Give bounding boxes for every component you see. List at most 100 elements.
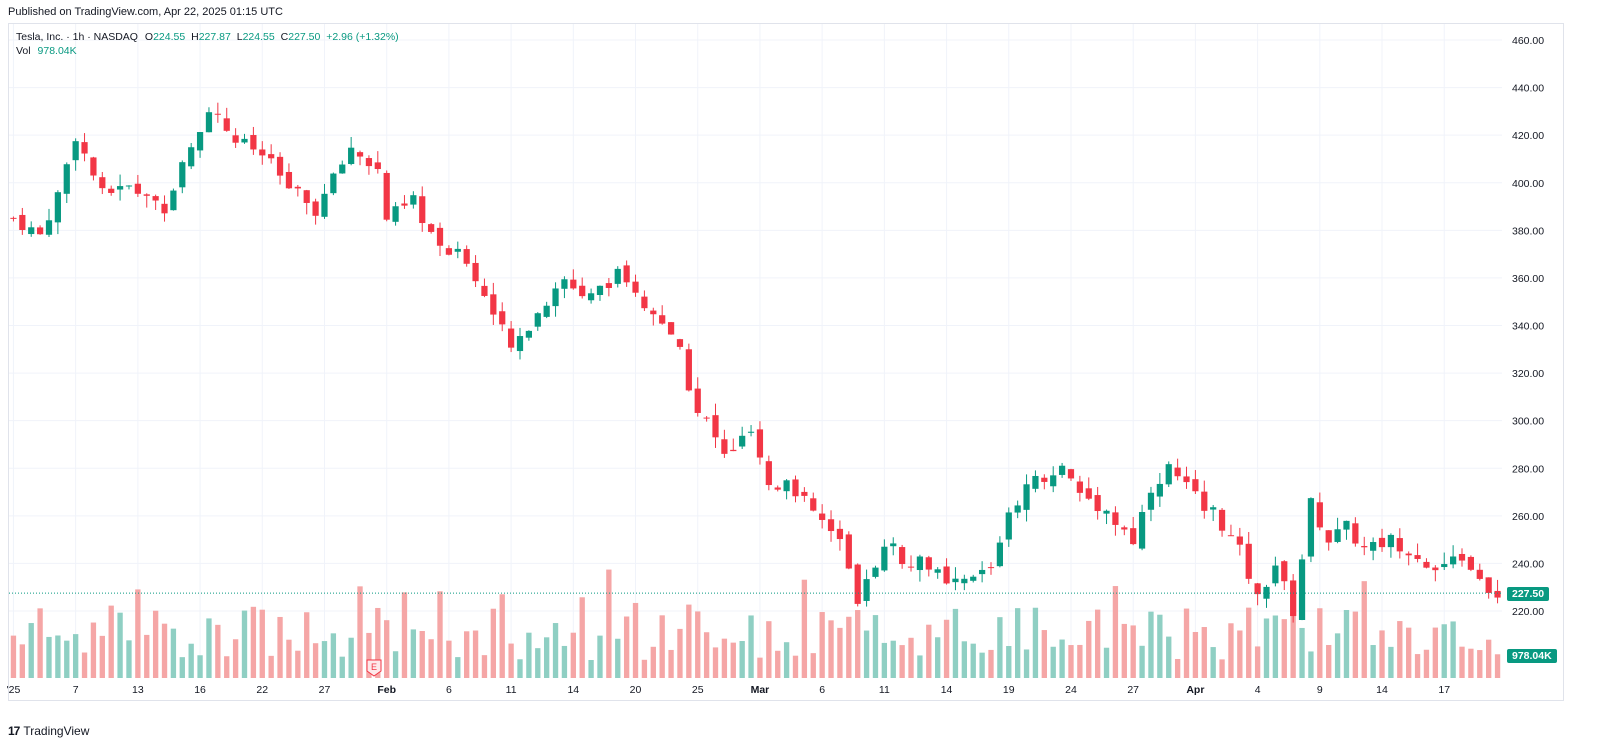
y-tick-label: 360.00 <box>1512 273 1544 285</box>
volume-bar <box>863 630 870 678</box>
legend-vol-value: 978.04K <box>37 45 77 57</box>
candle-body <box>916 556 924 571</box>
volume-bar <box>650 646 656 678</box>
volume-bar <box>1068 645 1074 678</box>
candle-body <box>747 431 755 433</box>
volume-bar <box>392 651 399 678</box>
volume-bar <box>766 621 772 678</box>
x-tick-label: 20 <box>630 684 642 696</box>
volume-bar <box>623 616 630 678</box>
volume-bar <box>997 617 1003 678</box>
candle-body <box>348 147 355 165</box>
volume-bar <box>783 642 790 678</box>
volume-bar <box>1308 651 1314 678</box>
candle-body <box>1130 528 1137 545</box>
candle-body <box>961 578 968 584</box>
candle-body <box>1147 492 1155 510</box>
candle-body <box>1050 475 1057 487</box>
volume-bar <box>686 604 692 678</box>
candle-body <box>739 435 746 447</box>
x-tick-label: 14 <box>567 684 579 696</box>
candle-body <box>987 567 995 569</box>
volume-bar <box>1014 608 1021 678</box>
candle-body <box>1094 495 1101 512</box>
candle-body <box>721 439 728 454</box>
volume-bar <box>1050 646 1056 678</box>
candle-body <box>1058 465 1066 475</box>
candle-body <box>730 449 737 452</box>
candle-body <box>1041 477 1048 482</box>
volume-bar <box>401 592 408 678</box>
volume-bar <box>268 655 274 678</box>
candle-body <box>1201 491 1208 511</box>
volume-bar <box>570 632 576 678</box>
x-tick-label: 6 <box>819 684 825 696</box>
volume-bar <box>597 635 603 678</box>
volume-bar <box>1254 646 1261 678</box>
legend-vol-label: Vol <box>16 45 31 57</box>
candle-body <box>1085 488 1092 499</box>
volume-bar <box>28 623 34 678</box>
candle-body <box>436 227 444 246</box>
candle-body <box>1023 484 1030 510</box>
candle-body <box>632 281 639 293</box>
x-tick-label: 19 <box>1003 684 1015 696</box>
candle-body <box>774 487 781 490</box>
volume-bar <box>846 616 852 678</box>
candle-body <box>1210 507 1217 510</box>
volume-bar <box>259 609 265 678</box>
volume-bar <box>1343 609 1350 678</box>
y-tick-label: 400.00 <box>1512 178 1544 190</box>
volume-bar <box>970 643 976 678</box>
x-tick-label: 27 <box>319 684 331 696</box>
candle-body <box>836 528 844 540</box>
volume-bar <box>108 605 114 678</box>
tradingview-footer[interactable]: 17 TradingView <box>8 724 89 738</box>
candle-body <box>1281 561 1288 582</box>
volume-bar <box>1272 615 1279 678</box>
candle-body <box>872 567 879 577</box>
volume-bar <box>1406 627 1412 678</box>
candle-body <box>1352 523 1359 544</box>
candle-body <box>810 498 817 511</box>
legend-high-label: H <box>191 31 199 43</box>
volume-bar <box>908 637 914 678</box>
candle-body <box>445 248 453 255</box>
volume-bar <box>384 620 390 678</box>
candle-body <box>63 164 70 194</box>
volume-bar <box>1334 633 1341 678</box>
x-tick-label: 11 <box>506 684 517 696</box>
candle-body <box>72 141 79 161</box>
candle-body <box>19 214 26 231</box>
volume-bar <box>855 610 861 678</box>
chart-frame[interactable] <box>8 23 1564 701</box>
candle-body <box>614 268 621 284</box>
x-tick-label: 25 <box>692 684 704 696</box>
chart-grid <box>9 24 1502 678</box>
candle-body <box>979 569 986 575</box>
legend-high-value: 227.87 <box>198 31 231 43</box>
candle-body <box>330 173 337 194</box>
volume-bar <box>695 611 701 678</box>
volume-bar <box>161 623 168 678</box>
volume-bar <box>721 638 728 678</box>
volume-bar <box>917 655 923 678</box>
volume-bar <box>1414 654 1421 678</box>
volume-bar <box>1388 646 1394 678</box>
candle-body <box>1165 464 1172 485</box>
volume-bar <box>46 636 52 678</box>
volume-bar <box>250 606 257 678</box>
candle-body <box>1378 537 1386 548</box>
volume-bar <box>1201 627 1207 678</box>
volume-bar <box>1299 627 1305 678</box>
y-tick-label: 220.00 <box>1512 606 1544 618</box>
volume-bar <box>1477 650 1483 678</box>
candle-body <box>356 152 364 157</box>
x-tick-label: 9 <box>1317 684 1323 696</box>
candle-body <box>623 265 630 283</box>
volume-bar <box>1361 581 1367 678</box>
candle-body <box>1156 483 1163 497</box>
last-price-tag: 227.50 <box>1507 587 1550 601</box>
legend-open-value: 224.55 <box>153 31 186 43</box>
